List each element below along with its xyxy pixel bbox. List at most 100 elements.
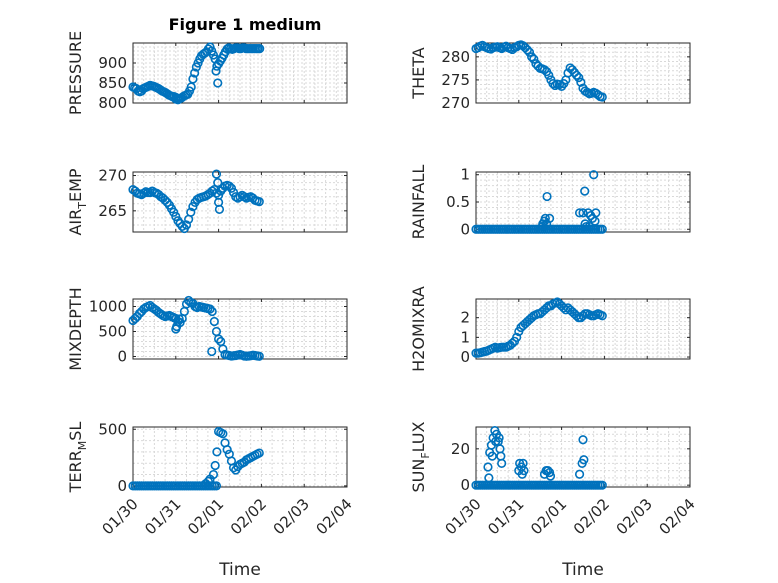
rainfall-point: [578, 208, 588, 218]
h2omixra-frame: [475, 298, 691, 360]
air-temp-frame: [132, 171, 348, 233]
theta-ylabel: THETA: [409, 47, 428, 99]
air-temp-point: [186, 207, 196, 217]
terr-msl-ytick-label: 500: [98, 420, 127, 438]
terr-msl-xtick-label: 01/30: [98, 495, 141, 538]
theta-ytick-label: 280: [441, 48, 470, 66]
air-temp-ytick-label: 265: [98, 202, 127, 220]
h2omixra-point: [571, 311, 582, 321]
terr-msl-xtick-label: 02/03: [270, 495, 313, 538]
air-temp-ytick-label: 270: [98, 167, 127, 185]
rainfall-point: [542, 191, 552, 202]
pressure-point: [211, 66, 221, 76]
mixdepth-ylabel: MIXDEPTH: [66, 287, 85, 370]
air-temp-point: [214, 204, 225, 215]
air-temp-point: [181, 220, 192, 230]
air-temp-point: [211, 169, 222, 179]
terr-msl-point: [210, 460, 220, 471]
h2omixra-point: [512, 332, 522, 342]
theta-point: [544, 70, 554, 80]
sun-flux-point: [519, 466, 529, 476]
theta-point: [571, 70, 582, 80]
terr-msl-point: [218, 429, 228, 439]
rainfall-point: [574, 208, 585, 218]
air-temp-axes: 265 270 AIRTEMP: [66, 167, 348, 236]
rainfall-point: [584, 221, 595, 232]
rainfall-point: [591, 208, 601, 218]
h2omixra-ytick-label: 1: [460, 328, 470, 346]
sun-flux-xtick-label: 01/30: [441, 495, 484, 538]
theta-point: [576, 77, 586, 87]
terr-msl-ytick-label: 0: [117, 477, 127, 495]
pressure-ytick-label: 800: [98, 94, 127, 112]
pressure-point: [190, 68, 200, 78]
sun-flux-point: [487, 451, 497, 461]
sun-flux-axes: 0 20 01/30 01/31 02/01 02/02 02/03 02/04 SUNFLUX…: [409, 421, 699, 580]
terr-msl-ylabel: TERRMSL: [66, 422, 89, 494]
mixdepth-point: [207, 346, 217, 357]
air-temp-point: [254, 197, 264, 207]
mixdepth-ytick-label: 1000: [89, 298, 127, 316]
sun-flux-xtick-label: 02/01: [527, 495, 570, 538]
terr-msl-point: [212, 447, 222, 457]
sun-flux-xlabel: Time: [561, 560, 604, 580]
terr-msl-point: [254, 448, 264, 458]
rainfall-point: [597, 224, 607, 234]
sun-flux-point: [579, 455, 589, 465]
theta-point: [539, 65, 550, 75]
rainfall-ytick-label: 0.5: [446, 193, 470, 211]
sun-flux-point: [545, 467, 555, 478]
mixdepth-point: [207, 306, 217, 317]
pressure-ytick-label: 850: [98, 74, 127, 92]
terr-msl-point: [208, 469, 219, 480]
theta-point: [524, 47, 535, 57]
rainfall-point: [589, 170, 599, 180]
rainfall-ylabel: RAINFALL: [409, 165, 428, 240]
mixdepth-point: [174, 314, 184, 324]
sun-flux-xtick-label: 01/31: [484, 495, 527, 538]
terr-msl-xlabel: Time: [218, 560, 261, 580]
pressure-point: [213, 78, 223, 88]
terr-msl-xtick-label: 02/01: [184, 495, 227, 538]
mixdepth-point: [218, 344, 228, 354]
mixdepth-point: [254, 351, 264, 361]
sun-flux-point: [545, 471, 556, 481]
terr-msl-xtick-label: 02/04: [312, 495, 355, 538]
terr-msl-point: [203, 476, 213, 486]
theta-point: [597, 92, 607, 102]
h2omixra-point: [542, 303, 552, 313]
sun-flux-ytick-label: 20: [451, 440, 470, 458]
rainfall-ytick-label: 1: [460, 166, 470, 184]
rainfall-point: [580, 186, 590, 196]
terr-msl-frame: [132, 426, 348, 488]
mixdepth-ytick-label: 0: [117, 348, 127, 366]
terr-msl-xtick-label: 02/02: [227, 495, 270, 538]
pressure-frame: [132, 42, 348, 104]
terr-msl-point: [222, 445, 232, 455]
sun-flux-frame: [475, 426, 691, 488]
h2omixra-point: [578, 311, 588, 321]
theta-ytick-label: 275: [441, 71, 470, 89]
sun-flux-xtick-label: 02/02: [570, 495, 613, 538]
theta-frame: [475, 42, 691, 104]
rainfall-axes: 0 0.5 1 RAINFALL: [409, 165, 691, 240]
terr-msl-xtick-label: 01/31: [141, 495, 184, 538]
pressure-ylabel: PRESSURE: [66, 31, 85, 115]
h2omixra-axes: 0 12 H2OMIXRA: [409, 286, 691, 372]
sun-flux-point: [496, 451, 506, 461]
air-temp-point: [177, 221, 187, 231]
air-temp-point: [213, 177, 223, 188]
rainfall-ytick-label: 0: [460, 220, 470, 238]
sun-flux-point: [578, 435, 588, 445]
sun-flux-point: [597, 480, 607, 490]
mixdepth-point: [205, 304, 215, 314]
h2omixra-point: [597, 311, 607, 321]
mixdepth-point: [214, 334, 224, 344]
mixdepth-ytick-label: 500: [98, 323, 127, 341]
pressure-ytick-label: 900: [98, 54, 127, 72]
sun-flux-point: [483, 462, 493, 472]
sun-flux-ylabel: SUNFLUX: [409, 421, 432, 492]
sun-flux-ytick-label: 0: [460, 476, 470, 494]
h2omixra-ytick-label: 0: [460, 348, 470, 366]
